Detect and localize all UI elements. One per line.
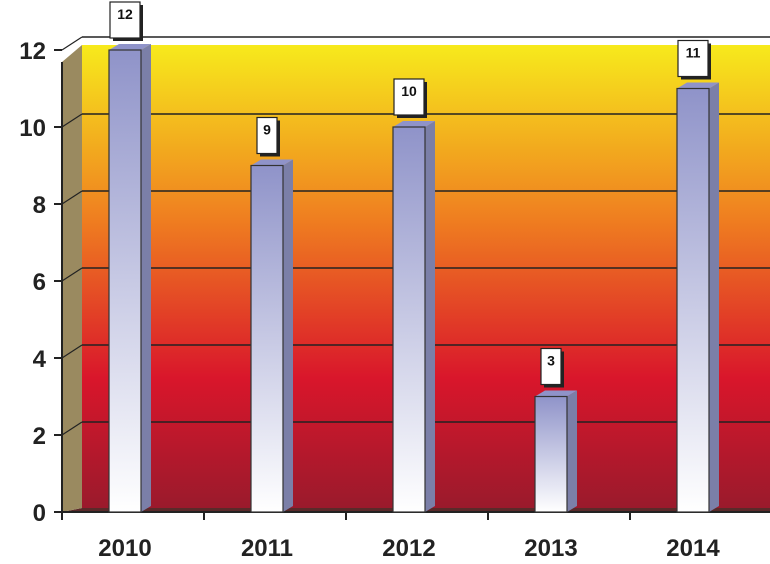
- bar: [250, 164, 284, 513]
- gridline-wall: [61, 190, 83, 205]
- data-label-box: [109, 1, 141, 39]
- bar: [676, 87, 710, 513]
- x-category-label: 2012: [382, 535, 435, 562]
- x-category-label: 2011: [241, 535, 293, 562]
- gridline-wall: [61, 344, 83, 359]
- bar-top: [677, 82, 719, 89]
- x-category-label: 2013: [524, 535, 577, 562]
- bar-side: [567, 390, 577, 512]
- bar-side: [709, 82, 719, 512]
- gridline-wall: [61, 421, 83, 436]
- bar-side: [425, 121, 435, 512]
- data-label-box: [256, 116, 278, 155]
- data-label: 12: [117, 6, 133, 22]
- y-tick-label: 6: [33, 269, 46, 296]
- x-category-label: 2014: [666, 535, 720, 562]
- bar-top: [393, 121, 435, 127]
- data-label-box: [677, 39, 709, 78]
- x-axis: 2010 2011 2012 2013 2014: [61, 511, 770, 562]
- plot-left-wall: [62, 45, 82, 512]
- bar-side: [283, 159, 293, 512]
- y-axis: 0 2 4 6 8 10 12: [19, 38, 63, 527]
- y-tick-label: 0: [33, 500, 46, 527]
- gridline-wall: [61, 36, 83, 51]
- data-label: 11: [686, 45, 701, 61]
- data-label-box: [393, 78, 425, 116]
- y-tick-label: 2: [33, 423, 46, 450]
- data-label: 3: [547, 353, 555, 369]
- y-tick-label: 4: [33, 346, 47, 373]
- bar-top: [251, 159, 293, 166]
- data-label: 9: [263, 122, 271, 138]
- bar-top: [535, 390, 577, 397]
- data-label: 10: [401, 83, 417, 99]
- bar-side: [141, 44, 151, 512]
- bar: [108, 49, 142, 513]
- y-tick-label: 12: [19, 38, 46, 65]
- bar: [534, 395, 568, 513]
- data-label-box: [540, 347, 562, 386]
- y-tick-label: 8: [33, 192, 46, 219]
- gridline-wall: [61, 267, 83, 282]
- x-category-label: 2010: [98, 535, 151, 562]
- bar-top: [109, 44, 151, 50]
- bar: [392, 126, 426, 513]
- y-tick-label: 10: [19, 115, 46, 142]
- gridline-wall: [61, 113, 83, 128]
- bars: 12 9 10 3 11: [108, 1, 719, 513]
